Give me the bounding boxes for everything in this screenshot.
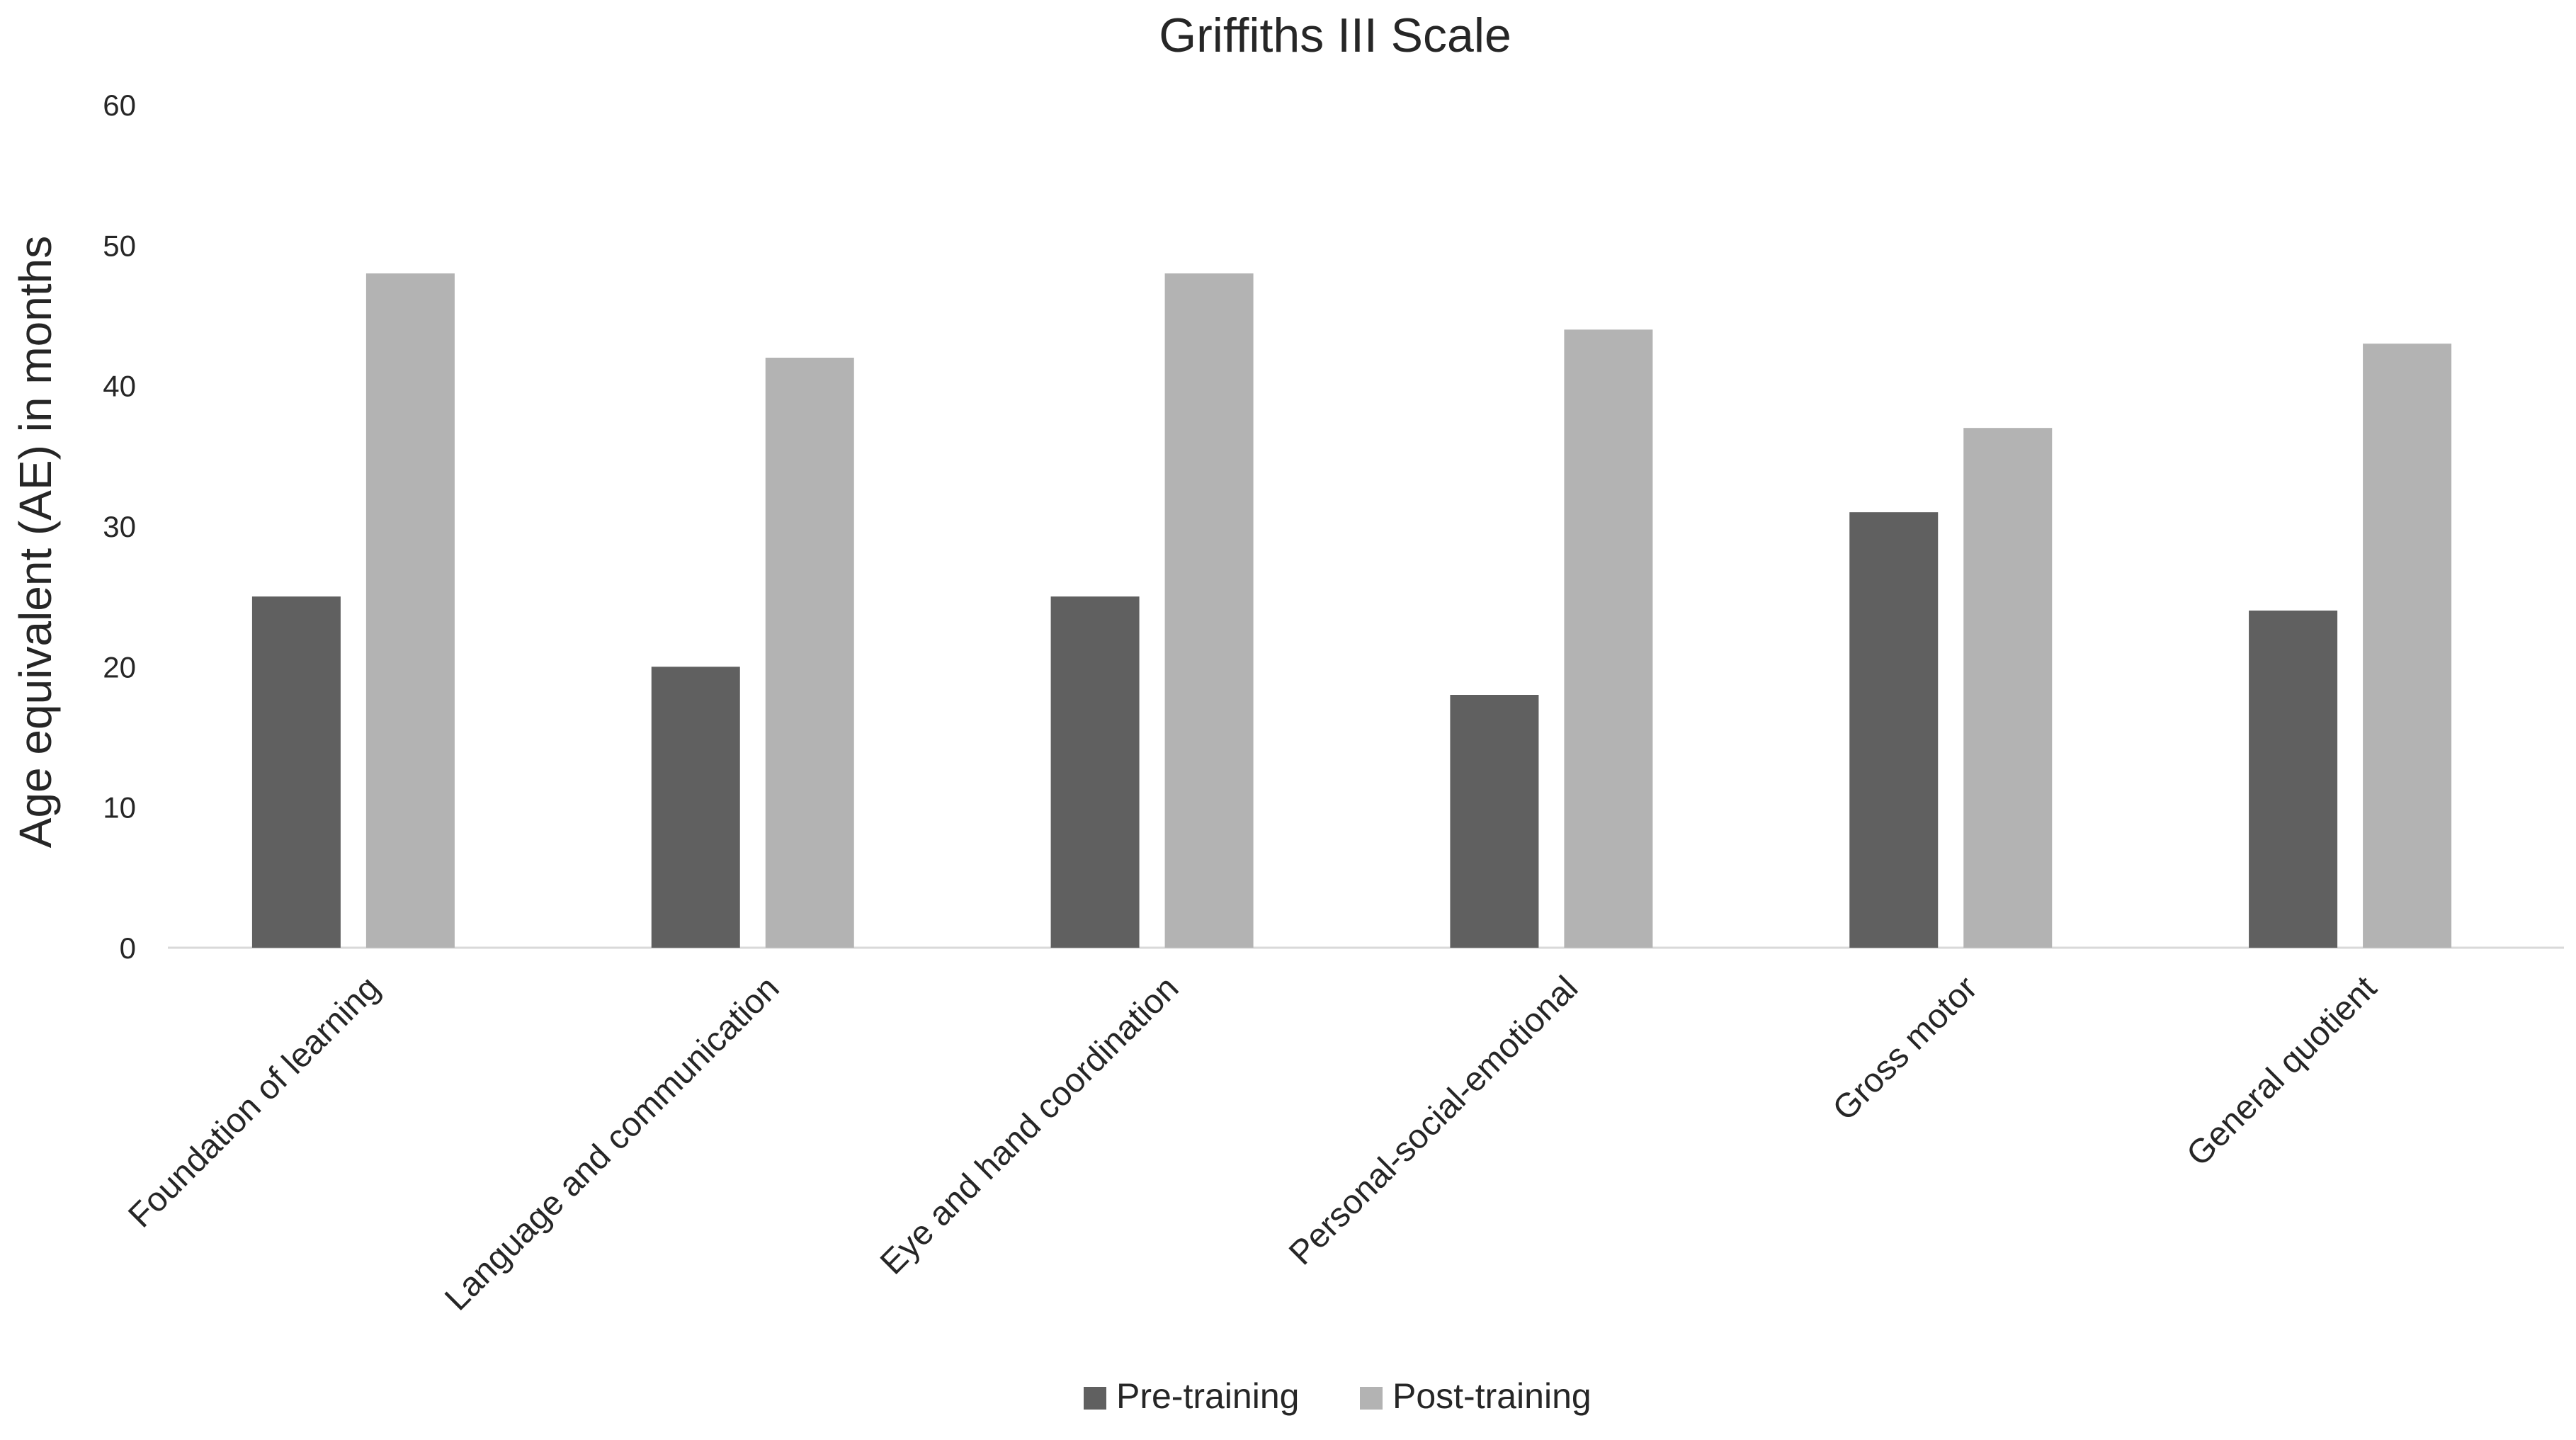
x-category-label: Foundation of learning	[121, 969, 387, 1235]
legend-label: Post-training	[1392, 1376, 1591, 1416]
bar-pre-training	[1450, 695, 1539, 948]
category-labels: Foundation of learning Language and commu…	[121, 969, 2383, 1317]
y-tick-label: 0	[120, 931, 136, 965]
legend: Pre-training Post-training	[1084, 1376, 1591, 1416]
legend-swatch	[1360, 1387, 1383, 1410]
bar-pre-training	[651, 667, 740, 948]
bar-pre-training	[1849, 512, 1939, 948]
x-category-label: General quotient	[2179, 969, 2383, 1173]
y-tick-label: 10	[103, 791, 136, 824]
y-axis-title: Age equivalent (AE) in months	[10, 236, 61, 848]
y-tick-label: 40	[103, 370, 136, 403]
bar-pre-training	[2249, 611, 2338, 948]
bar-series-group	[251, 273, 2452, 948]
y-tick-label: 60	[103, 89, 136, 122]
bar-post-training	[1564, 329, 1653, 948]
chart-title: Griffiths III Scale	[1159, 8, 1511, 62]
bar-post-training	[765, 358, 854, 948]
y-axis-ticks: 0 10 20 30 40 50 60	[103, 89, 136, 965]
legend-swatch	[1084, 1387, 1106, 1410]
bar-pre-training	[251, 596, 341, 948]
bar-post-training	[365, 273, 455, 948]
bar-post-training	[1963, 428, 2053, 948]
x-category-label: Gross motor	[1826, 969, 1985, 1128]
x-category-label: Personal-social-emotional	[1282, 969, 1585, 1272]
bar-post-training	[1164, 273, 1254, 948]
legend-label: Pre-training	[1116, 1376, 1299, 1416]
y-tick-label: 20	[103, 650, 136, 684]
bar-pre-training	[1050, 596, 1140, 948]
y-tick-label: 30	[103, 510, 136, 543]
y-tick-label: 50	[103, 229, 136, 262]
x-category-label: Eye and hand coordination	[873, 969, 1186, 1281]
bar-post-training	[2363, 344, 2452, 948]
x-category-label: Language and communication	[438, 969, 786, 1317]
